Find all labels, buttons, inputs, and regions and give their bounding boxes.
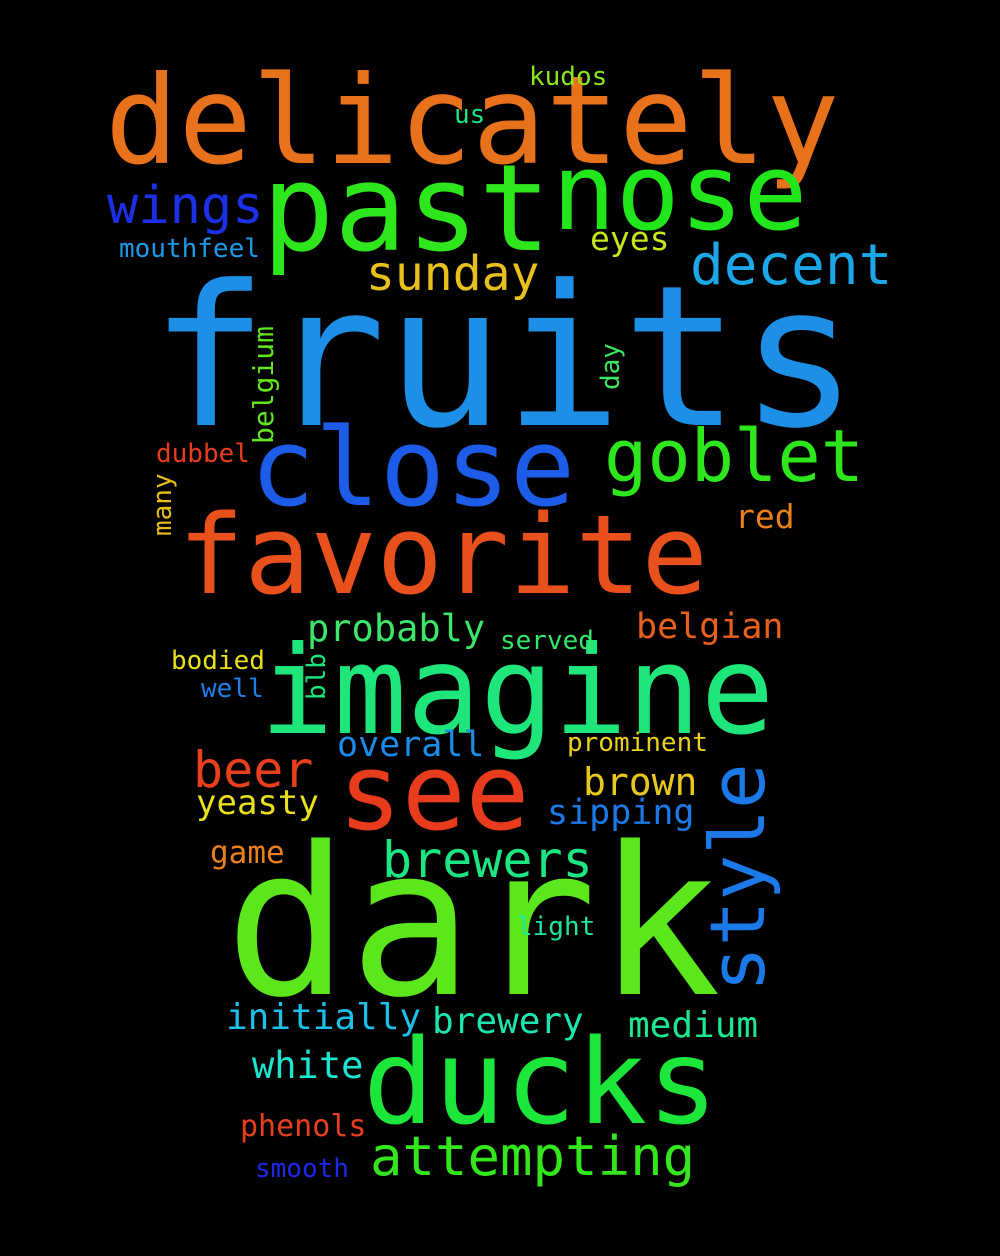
word-well: well: [201, 674, 264, 704]
word-brewers: brewers: [382, 831, 593, 889]
word-overall: overall: [337, 725, 485, 765]
word-belgium: belgium: [247, 325, 280, 444]
word-style: style: [693, 763, 782, 992]
word-close: close: [250, 406, 576, 531]
word-nose: nose: [552, 131, 808, 254]
word-brewery: brewery: [432, 1001, 584, 1042]
word-dark: dark: [225, 803, 722, 1043]
word-eyes: eyes: [590, 219, 670, 258]
word-many: many: [148, 473, 178, 536]
word-attempting: attempting: [370, 1125, 696, 1188]
word-initially: initially: [226, 997, 422, 1038]
word-fruits: fruits: [150, 244, 859, 472]
word-smooth: smooth: [255, 1154, 349, 1184]
word-medium: medium: [628, 1005, 759, 1046]
word-yeasty: yeasty: [196, 783, 319, 823]
word-ducks: ducks: [363, 1013, 719, 1151]
word-kudos: kudos: [529, 62, 608, 92]
word-see: see: [338, 731, 530, 854]
word-beer: beer: [193, 741, 314, 799]
word-delicately: delicately: [105, 50, 840, 192]
word-sunday: sunday: [366, 246, 540, 302]
word-game: game: [210, 835, 285, 871]
word-dubbel: dubbel: [156, 439, 250, 469]
word-bodied: bodied: [171, 646, 265, 676]
word-prominent: prominent: [567, 728, 708, 758]
word-light: light: [517, 912, 596, 942]
word-goblet: goblet: [604, 414, 865, 498]
word-sipping: sipping: [547, 793, 695, 833]
word-day: day: [596, 343, 626, 390]
word-decent: decent: [690, 233, 893, 298]
word-brown: brown: [583, 760, 698, 804]
word-mouthfeel: mouthfeel: [119, 234, 260, 264]
word-belgian: belgian: [636, 607, 784, 647]
word-phenols: phenols: [240, 1109, 367, 1144]
word-past: past: [262, 140, 551, 279]
word-favorite: favorite: [178, 491, 708, 619]
word-imagine: imagine: [260, 620, 775, 762]
word-probably: probably: [307, 607, 486, 650]
word-wings: wings: [107, 176, 264, 236]
word-us: us: [454, 100, 486, 130]
word-white: white: [252, 1044, 364, 1087]
word-served: served: [500, 626, 594, 656]
word-red: red: [735, 497, 795, 536]
word-blb: blb: [302, 653, 332, 700]
